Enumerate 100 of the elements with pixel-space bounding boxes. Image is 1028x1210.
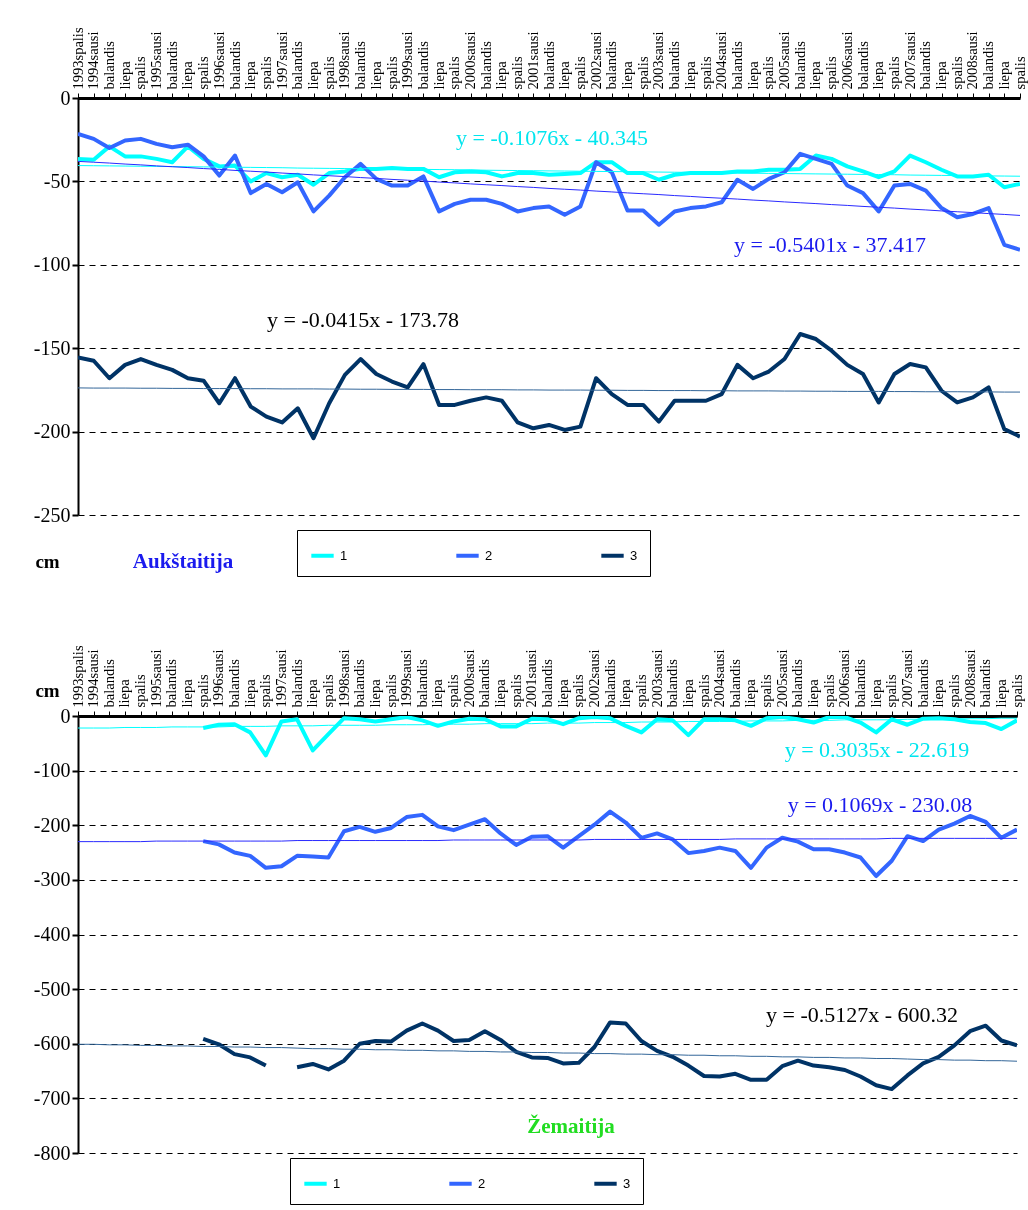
annotation: y = -0.0415x - 173.78 xyxy=(266,307,460,332)
x-tick-label: liepa xyxy=(430,60,447,90)
y-axis-title: cm xyxy=(35,679,60,701)
x-tick-label: liepa xyxy=(242,60,259,90)
x-tick-label: liepa xyxy=(367,60,384,90)
x-tick-label: liepa xyxy=(366,678,383,708)
y-tick-label: -800 xyxy=(33,1141,71,1164)
x-tick-label: spalis xyxy=(948,56,965,90)
x-tick-label: balandis xyxy=(477,40,494,90)
x-tick-label: liepa xyxy=(679,678,696,708)
x-tick-label: 1996sausi xyxy=(210,649,227,708)
x-tick-label: liepa xyxy=(807,60,824,90)
x-tick-label: spalis xyxy=(634,56,651,90)
x-tick-label: balandis xyxy=(351,658,368,708)
x-tick-label: spalis xyxy=(883,674,900,708)
x-tick-label: 1995sausi xyxy=(148,31,164,90)
x-tick-label: 1994sausi xyxy=(85,31,102,90)
x-tick-label: liepa xyxy=(619,60,635,90)
text: Žemaitija xyxy=(527,1114,616,1138)
x-tick-label: liepa xyxy=(805,678,822,708)
x-tick-label: 2007sausi xyxy=(901,31,918,90)
x-tick-label: balandis xyxy=(789,658,806,708)
x-tick-label: 1994sausi xyxy=(85,649,102,708)
x-tick-label: balandis xyxy=(726,658,743,708)
x-tick-label: liepa xyxy=(681,60,698,90)
annotation: y = 0.1069x - 230.08 xyxy=(787,792,973,817)
y-tick-label: -250 xyxy=(33,503,71,526)
x-tick-label: balandis xyxy=(226,658,242,708)
x-tick-label: balandis xyxy=(226,40,243,90)
x-tick-label: 1999sausi xyxy=(398,649,415,708)
x-tick-label: liepa xyxy=(493,60,510,90)
x-tick-label: spalis xyxy=(697,56,714,90)
x-tick-label: 2006sausi xyxy=(836,649,853,708)
x-tick-label: balandis xyxy=(476,658,493,708)
x-tick-label: spalis xyxy=(758,674,775,708)
x-tick-label: 2005sausi xyxy=(773,649,790,708)
x-tick-label: balandis xyxy=(289,40,306,90)
x-tick-label: 2001sausi xyxy=(524,31,541,90)
x-tick-label: spalis xyxy=(383,56,400,90)
x-tick-label: 1998sausi xyxy=(335,649,352,708)
x-tick-label: spalis xyxy=(194,674,211,708)
x-tick-label: 2004sausi xyxy=(711,649,728,708)
x-tick-label: liepa xyxy=(179,678,196,708)
x-tick-label: liepa xyxy=(554,678,571,708)
x-tick-label: spalis xyxy=(132,56,149,90)
x-tick-label: liepa xyxy=(304,678,321,708)
x-tick-label: 2000sausi xyxy=(460,649,477,708)
y-tick-label: -150 xyxy=(33,336,71,359)
x-tick-label: balandis xyxy=(100,658,117,708)
x-tick-label: 2003sausi xyxy=(648,649,665,708)
x-tick-label: liepa xyxy=(179,60,196,90)
y-tick-label: -500 xyxy=(33,977,71,1000)
x-tick-label: balandis xyxy=(163,40,180,90)
x-tick-label: spalis xyxy=(632,674,649,708)
x-tick-label: balandis xyxy=(980,40,997,90)
x-tick-label: liepa xyxy=(992,678,1009,708)
x-tick-label: balandis xyxy=(728,40,745,90)
y-tick-label: -100 xyxy=(33,253,71,276)
x-tick-label: spalis xyxy=(445,674,462,708)
text: Aukštaitija xyxy=(132,549,234,573)
x-tick-label: balandis xyxy=(163,658,180,708)
x-tick-label: liepa xyxy=(933,60,949,90)
x-tick-label: 2008sausi xyxy=(964,31,981,90)
legend-label: 1 xyxy=(333,1175,341,1191)
x-tick-label: liepa xyxy=(116,678,133,708)
x-tick-label: 2002sausi xyxy=(587,31,604,90)
x-tick-label: 2003sausi xyxy=(650,31,667,90)
x-tick-label: liepa xyxy=(241,678,258,708)
x-tick-label: balandis xyxy=(791,40,808,90)
x-tick-label: balandis xyxy=(666,40,683,90)
x-tick-label: liepa xyxy=(556,60,573,90)
y-tick-label: -600 xyxy=(33,1032,71,1055)
x-tick-label: liepa xyxy=(305,60,321,90)
y-tick-label: 0 xyxy=(60,704,71,727)
legend-label: 2 xyxy=(478,1175,486,1191)
x-tick-label: spalis xyxy=(509,56,526,90)
x-tick-label: liepa xyxy=(867,678,884,708)
x-tick-label: balandis xyxy=(288,658,305,708)
annotation: y = 0.3035x - 22.619 xyxy=(784,737,970,762)
x-tick-label: liepa xyxy=(429,678,446,708)
x-tick-label: spalis xyxy=(1008,674,1025,708)
x-tick-label: balandis xyxy=(100,40,117,90)
x-tick-label: 1993spalis xyxy=(69,645,86,708)
x-tick-label: 1999sausi xyxy=(399,31,416,90)
x-tick-label: balandis xyxy=(603,40,620,90)
x-tick-label: 2008sausi xyxy=(961,649,978,708)
x-tick-label: 1997sausi xyxy=(273,31,290,90)
x-tick-label: 2005sausi xyxy=(776,31,792,90)
x-tick-label: spalis xyxy=(820,674,837,708)
x-tick-label: spalis xyxy=(319,674,336,708)
x-tick-label: spalis xyxy=(257,56,274,90)
x-tick-label: balandis xyxy=(413,658,430,708)
x-tick-label: 2001sausi xyxy=(523,649,540,708)
y-axis-title: cm xyxy=(35,550,60,572)
y-tick-label: -700 xyxy=(33,1086,71,1109)
x-tick-label: 2007sausi xyxy=(898,649,915,708)
x-tick-label: spalis xyxy=(570,674,587,708)
annotation: y = -0.1076x - 40.345 xyxy=(455,125,649,150)
legend-label: 2 xyxy=(485,547,493,563)
x-tick-label: liepa xyxy=(742,678,759,708)
